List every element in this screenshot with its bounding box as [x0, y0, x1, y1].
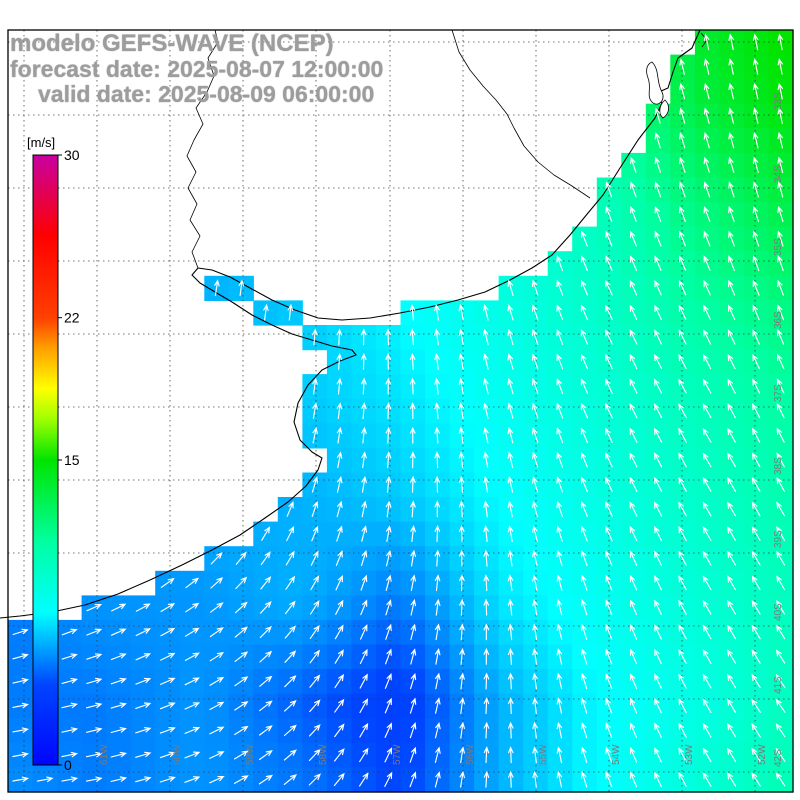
graticule-labels: 33S 34S 35S 36S 37S 38S 39S 40S 41S 42S 61W 60W 59W 5… [99, 92, 784, 767]
colorbar-gradient [32, 154, 59, 766]
lon-tick-label: 60W [172, 744, 183, 765]
colorbar-tick-label: 22 [64, 310, 80, 326]
lat-tick-label: 40S [773, 603, 784, 621]
colorbar-tick-label: 30 [64, 147, 80, 163]
lon-tick-label: 53W [684, 744, 695, 765]
lat-tick-label: 38S [773, 457, 784, 475]
colorbar: [m/s] 30 22 15 0 [27, 135, 80, 773]
lon-tick-label: 57W [392, 744, 403, 765]
colorbar-tick-label: 15 [64, 452, 80, 468]
lon-tick-label: 52W [757, 744, 768, 765]
map-frame [7, 29, 794, 793]
lon-tick-label: 55W [538, 744, 549, 765]
lat-tick-label: 37S [773, 384, 784, 402]
lon-tick-label: 56W [465, 744, 476, 765]
lon-tick-label: 58W [318, 744, 329, 765]
lat-tick-label: 36S [773, 311, 784, 329]
ocean-speed-cells [8, 30, 794, 793]
lon-tick-label: 61W [99, 744, 110, 765]
model-title: modelo GEFS-WAVE (NCEP) [10, 30, 334, 57]
lat-tick-label: 35S [773, 238, 784, 256]
lat-tick-label: 39S [773, 530, 784, 548]
colorbar-tick-label: 0 [64, 757, 72, 773]
forecast-date-label: forecast date: 2025-08-07 12:00:00 [10, 56, 384, 82]
graticule [8, 30, 793, 792]
lat-tick-label: 33S [773, 92, 784, 110]
colorbar-unit-label: [m/s] [27, 135, 55, 150]
lat-tick-label: 42S [773, 749, 784, 767]
lat-tick-label: 34S [773, 165, 784, 183]
lon-tick-label: 59W [245, 744, 256, 765]
valid-date-label: valid date: 2025-08-09 06:00:00 [38, 81, 375, 107]
lat-tick-label: 41S [773, 676, 784, 694]
coastline [0, 29, 708, 619]
lon-tick-label: 54W [611, 744, 622, 765]
